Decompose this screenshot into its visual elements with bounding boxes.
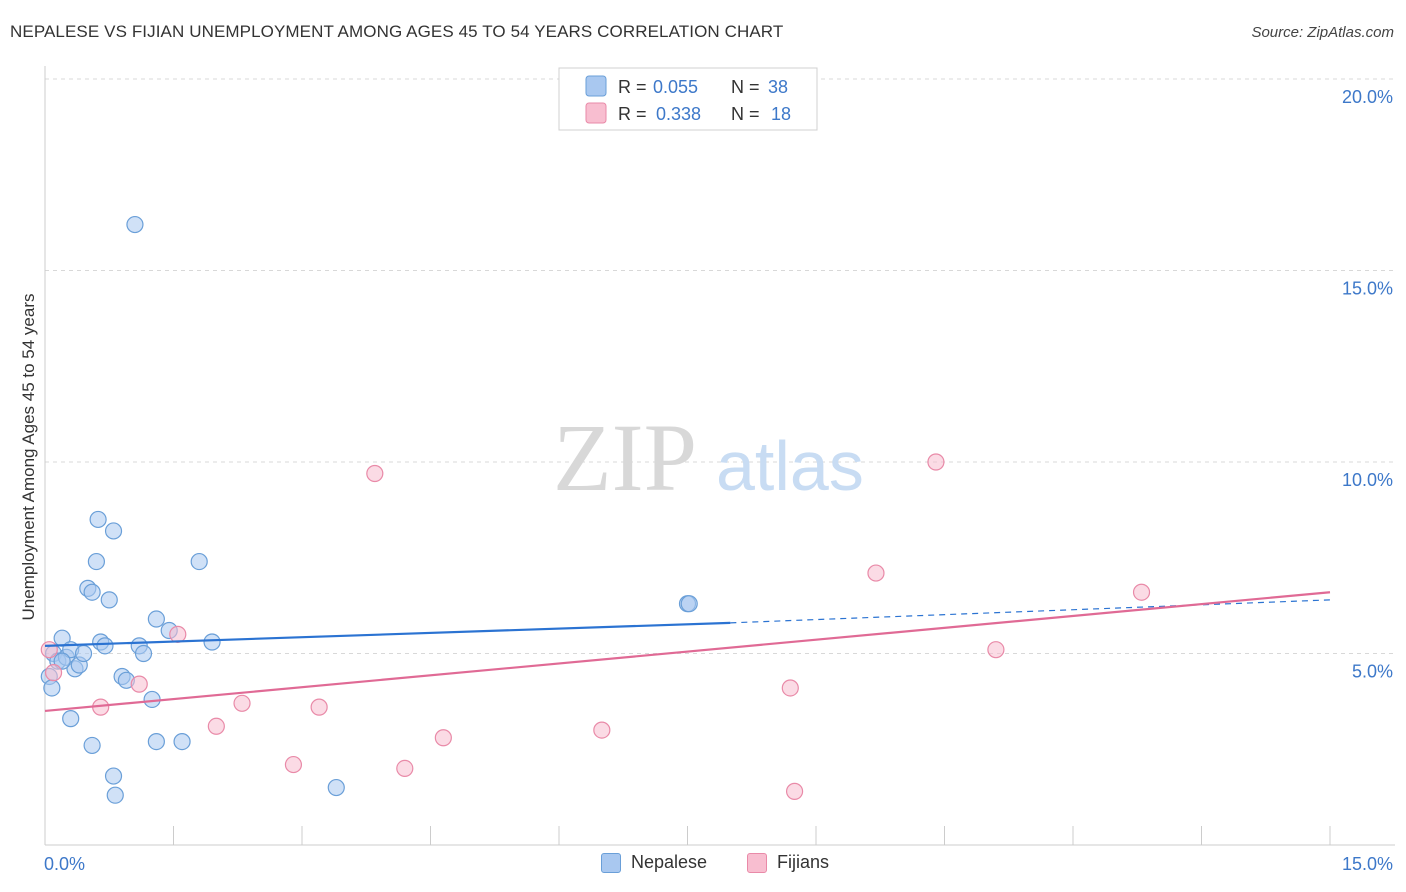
grid-lines xyxy=(45,78,1395,654)
fijians-point[interactable] xyxy=(987,641,1005,659)
nepalese-point[interactable] xyxy=(83,583,101,601)
legend-swatch-nepalese xyxy=(585,75,607,97)
legend-r-value: 0.338 xyxy=(656,104,701,124)
nepalese-point[interactable] xyxy=(203,633,221,651)
fijians-point[interactable] xyxy=(130,675,148,693)
nepalese-point[interactable] xyxy=(173,732,191,751)
nepalese-point[interactable] xyxy=(43,679,61,697)
nepalese-point[interactable] xyxy=(126,215,144,234)
nepalese-point[interactable] xyxy=(89,510,107,529)
y-tick-labels: 5.0% 10.0% 15.0% 20.0% xyxy=(1342,87,1393,682)
watermark: ZIP atlas xyxy=(553,404,864,511)
legend-n-label: N = xyxy=(731,77,760,97)
nepalese-point[interactable] xyxy=(147,610,165,628)
legend-n-label: N = xyxy=(731,104,760,124)
y-tick-label: 5.0% xyxy=(1352,662,1393,682)
legend-label-fijians: Fijians xyxy=(777,852,830,872)
fijians-point[interactable] xyxy=(781,679,799,697)
fijians-point[interactable] xyxy=(396,759,414,778)
legend-r-label: R = xyxy=(618,104,647,124)
axes xyxy=(44,66,1395,846)
legend-n-value: 18 xyxy=(771,104,791,124)
nepalese-point[interactable] xyxy=(134,644,153,663)
fijians-point[interactable] xyxy=(366,464,384,483)
fijians-point[interactable] xyxy=(207,717,225,735)
legend-item-nepalese[interactable]: Nepalese xyxy=(601,852,707,873)
fijians-point[interactable] xyxy=(44,664,63,682)
nepalese-point[interactable] xyxy=(96,637,114,655)
watermark-zip: ZIP xyxy=(553,404,697,511)
nepalese-point[interactable] xyxy=(74,644,93,663)
nepalese-point[interactable] xyxy=(100,591,118,609)
nepalese-point[interactable] xyxy=(147,732,165,751)
fijians-point[interactable] xyxy=(434,729,452,747)
fijians-point[interactable] xyxy=(233,694,251,712)
legend-top: R = 0.055 N = 38 R = 0.338 N = 18 xyxy=(558,67,818,131)
fijians-trend-line xyxy=(44,591,1331,713)
source-label: Source: ZipAtlas.com xyxy=(1251,24,1394,41)
legend-bottom: Nepalese Fijians xyxy=(0,852,1406,878)
data-points xyxy=(40,215,1151,804)
fijians-point[interactable] xyxy=(284,755,303,774)
nepalese-trend-extension xyxy=(730,599,1331,624)
nepalese-point[interactable] xyxy=(680,595,698,613)
chart-title: NEPALESE VS FIJIAN UNEMPLOYMENT AMONG AG… xyxy=(10,22,784,41)
y-axis-label: Unemployment Among Ages 45 to 54 years xyxy=(19,294,38,621)
x-tick-labels: 0.0% 15.0% xyxy=(44,854,1393,874)
legend-r-label: R = xyxy=(618,77,647,97)
legend-item-fijians[interactable]: Fijians xyxy=(747,852,829,873)
legend-swatch-fijians xyxy=(585,102,607,124)
fijians-point[interactable] xyxy=(40,641,58,659)
legend-label-nepalese: Nepalese xyxy=(631,852,708,872)
x-tick-label: 15.0% xyxy=(1342,854,1393,874)
x-tick-label: 0.0% xyxy=(44,854,85,874)
fijians-point[interactable] xyxy=(867,564,885,582)
nepalese-point[interactable] xyxy=(83,736,101,755)
legend-r-value: 0.055 xyxy=(653,77,698,97)
fijians-point[interactable] xyxy=(1132,583,1151,601)
nepalese-trend-line xyxy=(44,621,731,647)
fijians-point[interactable] xyxy=(593,721,611,739)
y-tick-label: 10.0% xyxy=(1342,470,1393,490)
fijians-point[interactable] xyxy=(310,698,328,716)
nepalese-point[interactable] xyxy=(62,710,80,728)
y-tick-label: 15.0% xyxy=(1342,279,1393,299)
nepalese-point[interactable] xyxy=(104,767,123,785)
y-tick-label: 20.0% xyxy=(1342,87,1393,107)
trend-lines xyxy=(44,591,1331,713)
nepalese-point[interactable] xyxy=(53,652,71,670)
nepalese-point[interactable] xyxy=(106,786,124,804)
nepalese-point[interactable] xyxy=(104,522,123,540)
watermark-atlas: atlas xyxy=(716,427,864,505)
legend-swatch-nepalese xyxy=(601,852,621,873)
nepalese-point[interactable] xyxy=(87,552,106,571)
fijians-point[interactable] xyxy=(927,453,945,471)
nepalese-point[interactable] xyxy=(327,778,345,797)
fijians-point[interactable] xyxy=(169,625,187,643)
legend-swatch-fijians xyxy=(747,852,767,873)
nepalese-point[interactable] xyxy=(190,552,208,571)
fijians-point[interactable] xyxy=(785,782,804,800)
legend-n-value: 38 xyxy=(768,77,788,97)
